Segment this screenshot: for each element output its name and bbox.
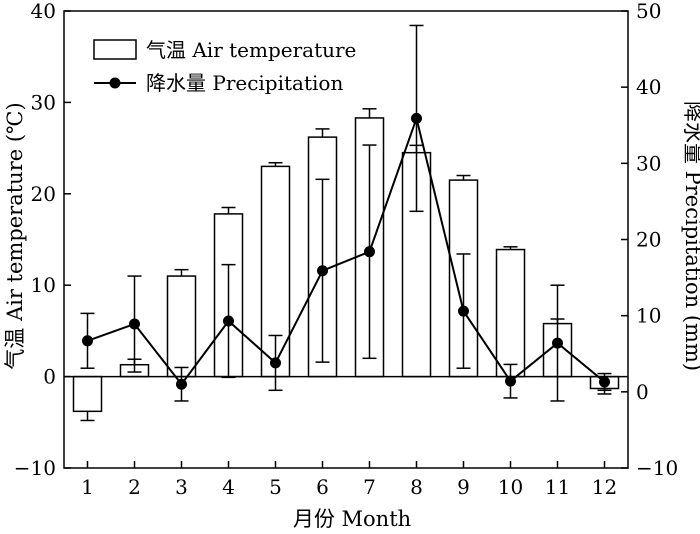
y-left-tick-label: −10 [14, 456, 56, 480]
x-axis-title: 月份 Month [293, 507, 411, 529]
x-tick-label: 5 [269, 475, 282, 499]
precipitation-point [411, 112, 422, 124]
x-tick-label: 8 [410, 475, 423, 499]
x-tick-label: 12 [592, 475, 617, 499]
precipitation-point [552, 337, 563, 349]
temperature-bar [72, 375, 103, 413]
precipitation-point [82, 335, 93, 347]
legend: 气温 Air temperature 降水量 Precipitation [93, 38, 356, 95]
legend-label-precipitation: 降水量 Precipitation [146, 71, 343, 95]
x-tick-label: 4 [222, 475, 235, 499]
x-tick-label: 10 [498, 475, 523, 499]
temperature-error-bars [80, 108, 612, 422]
precipitation-point [176, 378, 187, 390]
y-axis-right-title: 降水量 Precipitation (mm) [681, 101, 700, 371]
legend-label-temperature: 气温 Air temperature [146, 38, 356, 62]
y-left-tick-label: 40 [31, 0, 56, 23]
temperature-bars [72, 117, 620, 413]
x-tick-label: 2 [128, 475, 141, 499]
y-right-tick-label: 0 [636, 380, 649, 404]
y-left-tick-label: 10 [31, 273, 56, 297]
x-tick-label: 7 [363, 475, 376, 499]
y-right-tick-label: 20 [636, 228, 661, 252]
x-tick-label: 1 [81, 475, 94, 499]
precipitation-point [129, 318, 140, 330]
precipitation-points [82, 112, 610, 390]
legend-bar-swatch [93, 39, 137, 60]
y-right-tick-label: 30 [636, 151, 661, 175]
precipitation-point [270, 357, 281, 369]
x-tick-label: 9 [457, 475, 470, 499]
y-right-tick-label: 40 [636, 75, 661, 99]
y-left-tick-label: 20 [31, 182, 56, 206]
y-axis-left-title: 气温 Air temperature (℃) [3, 102, 27, 369]
precipitation-series-line [87, 114, 606, 386]
precipitation-point [223, 315, 234, 327]
y-right-tick-label: 50 [636, 0, 661, 23]
precipitation-point [364, 246, 375, 258]
y-right-tick-label: 10 [636, 304, 661, 328]
y-right-tick-label: −10 [636, 456, 678, 480]
y-left-tick-label: 0 [43, 365, 56, 389]
precipitation-line [87, 114, 606, 386]
temperature-bar [166, 275, 197, 378]
x-tick-label: 6 [316, 475, 329, 499]
x-tick-label: 11 [545, 475, 570, 499]
legend-point-swatch [109, 77, 121, 89]
precipitation-point [458, 305, 469, 317]
temperature-bar [495, 248, 526, 378]
precipitation-point [505, 375, 516, 387]
y-left-tick-label: 30 [31, 90, 56, 114]
precipitation-point [317, 265, 328, 277]
axis-ticks [64, 10, 628, 469]
precipitation-point [599, 376, 610, 388]
x-tick-label: 3 [175, 475, 188, 499]
